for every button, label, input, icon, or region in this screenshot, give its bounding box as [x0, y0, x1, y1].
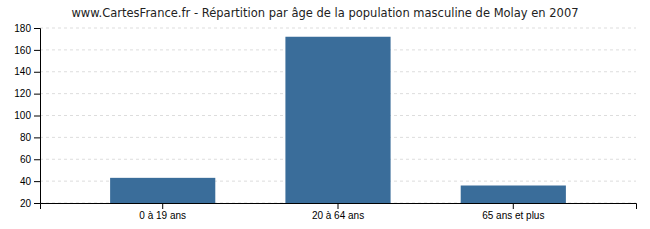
- x-tick-mark: [338, 203, 339, 209]
- y-tick: 80: [20, 132, 40, 143]
- y-axis: 20 40 60 80 100 120 140 160 180: [14, 23, 40, 209]
- y-tick-mark: [34, 72, 40, 73]
- x-tick: 0 à 19 ans: [139, 203, 186, 221]
- y-tick-label: 180: [14, 23, 31, 34]
- y-tick: 180: [14, 23, 40, 34]
- x-axis: 0 à 19 ans 20 à 64 ans 65 ans et plus: [41, 203, 637, 221]
- y-tick-mark: [34, 94, 40, 95]
- x-tick: 65 ans et plus: [482, 203, 544, 221]
- y-tick: 120: [14, 88, 40, 99]
- y-axis-line: [34, 29, 41, 204]
- y-tick-label: 20: [20, 198, 32, 209]
- x-axis-line: [41, 204, 637, 210]
- x-tick-mark: [162, 203, 163, 209]
- y-tick: 100: [14, 110, 40, 121]
- bars: [110, 37, 566, 203]
- plot: 0 à 19 ans 20 à 64 ans 65 ans et plus 20 40 6…: [14, 23, 636, 221]
- y-tick-mark: [34, 50, 40, 51]
- x-tick-label: 0 à 19 ans: [139, 210, 186, 221]
- y-tick-mark: [34, 28, 40, 29]
- y-tick-label: 160: [14, 45, 31, 56]
- x-tick-mark: [513, 203, 514, 209]
- y-tick-label: 140: [14, 66, 31, 77]
- y-tick: 160: [14, 45, 40, 56]
- x-tick-label: 20 à 64 ans: [312, 210, 364, 221]
- grid-line: [40, 28, 636, 29]
- y-tick-mark: [34, 203, 40, 204]
- y-tick-mark: [34, 137, 40, 138]
- y-tick-mark: [34, 181, 40, 182]
- y-tick: 40: [20, 176, 40, 187]
- bar: [461, 186, 566, 204]
- y-tick-label: 100: [14, 110, 31, 121]
- y-tick-label: 80: [20, 132, 32, 143]
- y-tick: 140: [14, 66, 40, 77]
- y-tick: 60: [20, 154, 40, 165]
- bar: [110, 178, 215, 203]
- x-tick-label: 65 ans et plus: [482, 210, 544, 221]
- y-tick-label: 60: [20, 154, 32, 165]
- title: www.CartesFrance.fr - Répartition par âg…: [71, 6, 578, 20]
- y-tick-mark: [34, 159, 40, 160]
- y-tick-label: 40: [20, 176, 32, 187]
- y-tick-label: 120: [14, 88, 31, 99]
- grid: [40, 28, 636, 203]
- chart: 0 à 19 ans 20 à 64 ans 65 ans et plus 20 40 6…: [0, 0, 650, 229]
- bar: [285, 37, 390, 203]
- y-tick-mark: [34, 116, 40, 117]
- x-tick: 20 à 64 ans: [312, 203, 364, 221]
- y-tick: 20: [20, 198, 40, 209]
